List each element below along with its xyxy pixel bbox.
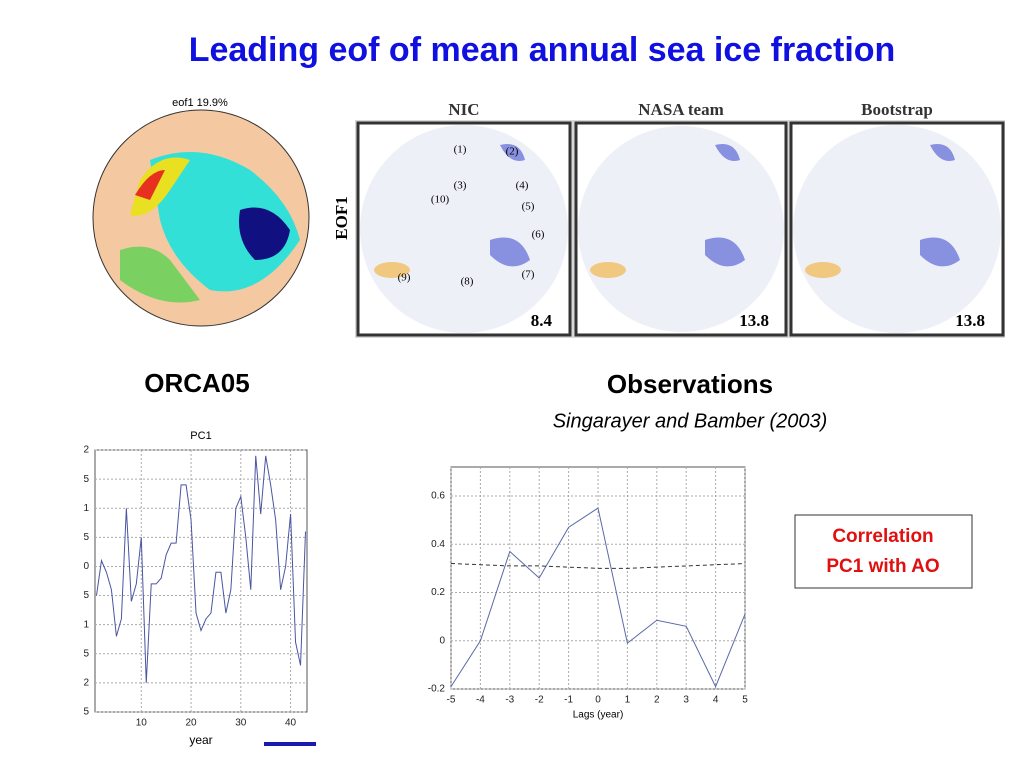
region-label: (4) [516,180,529,192]
x-tick-label: -4 [476,695,485,706]
region-label: (5) [522,201,535,213]
region-label: (6) [532,229,545,241]
x-tick-label: 20 [185,718,197,729]
plot-area [94,449,308,713]
region-label: (3) [454,180,467,192]
model-label: ORCA05 [144,368,249,398]
y-tick-label: 5 [83,648,89,659]
region-label: (7) [522,269,535,281]
x-tick-label: 4 [713,695,719,706]
panel-title: NASA team [638,100,723,119]
x-tick-label: 3 [683,695,689,706]
region-label: (1) [454,144,467,156]
region-label: (9) [398,272,411,284]
y-tick-label: 2 [83,678,89,689]
obs-label: Observations [607,369,773,399]
region-label: (10) [431,194,450,206]
panel-value: 8.4 [531,311,553,330]
y-tick-label: 0.2 [431,587,445,598]
y-tick-label: 0 [439,635,445,646]
panel-value: 13.8 [955,311,985,330]
y-tick-label: 1 [83,619,89,630]
y-tick-label: 5 [83,590,89,601]
region-label: (8) [461,276,474,288]
x-tick-label: 30 [235,718,247,729]
x-tick-label: 40 [285,718,297,729]
region-label: (2) [506,146,519,158]
y-tick-label: -0.2 [428,684,446,695]
y-tick-label: 5 [83,474,89,485]
x-tick-label: -1 [564,695,573,706]
y-tick-label: 0.4 [431,539,445,550]
panel-title: Bootstrap [861,100,933,119]
y-tick-label: 5 [83,707,89,718]
data-line [450,563,746,569]
obs-citation: Singarayer and Bamber (2003) [553,410,828,432]
x-tick-label: 5 [742,695,748,706]
x-tick-label: 10 [136,718,148,729]
slide-title: Leading eof of mean annual sea ice fract… [189,31,896,69]
note-line: PC1 with AO [826,556,939,577]
y-tick-label: 1 [83,503,89,514]
decor-bar [264,742,316,746]
y-tick-label: 2 [83,445,89,456]
x-tick-label: -5 [447,695,456,706]
obs-axis-label: EOF1 [332,196,351,239]
y-tick-label: 0.6 [431,491,445,502]
note-box [794,514,973,589]
x-axis-label: year [189,733,212,747]
obs-panels [356,121,1005,337]
x-tick-label: 0 [595,695,601,706]
data-line [450,507,746,688]
chart-title: PC1 [190,430,211,442]
panel-value: 13.8 [739,311,769,330]
x-tick-label: -2 [535,695,544,706]
x-tick-label: 1 [625,695,631,706]
x-axis-label: Lags (year) [573,710,624,721]
x-tick-label: -3 [505,695,514,706]
y-tick-label: 5 [83,532,89,543]
model-map [92,109,310,327]
y-tick-label: 0 [83,561,89,572]
note-line: Correlation [832,526,933,547]
panel-title: NIC [448,100,479,119]
data-line [95,455,307,683]
map-title: eof1 19.9% [172,97,228,109]
x-tick-label: 2 [654,695,660,706]
